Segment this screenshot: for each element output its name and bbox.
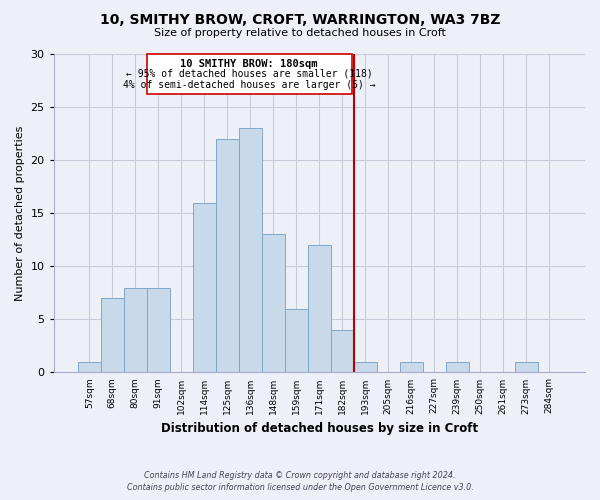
- FancyBboxPatch shape: [147, 54, 352, 94]
- Text: 10 SMITHY BROW: 180sqm: 10 SMITHY BROW: 180sqm: [181, 60, 318, 70]
- Bar: [308, 245, 331, 372]
- Bar: [239, 128, 262, 372]
- Bar: [354, 362, 377, 372]
- Bar: [101, 298, 124, 372]
- Bar: [331, 330, 354, 372]
- Bar: [78, 362, 101, 372]
- Bar: [193, 202, 216, 372]
- Text: Size of property relative to detached houses in Croft: Size of property relative to detached ho…: [154, 28, 446, 38]
- Text: 4% of semi-detached houses are larger (5) →: 4% of semi-detached houses are larger (5…: [123, 80, 376, 90]
- Y-axis label: Number of detached properties: Number of detached properties: [15, 126, 25, 301]
- Bar: [446, 362, 469, 372]
- X-axis label: Distribution of detached houses by size in Croft: Distribution of detached houses by size …: [161, 422, 478, 435]
- Bar: [147, 288, 170, 372]
- Bar: [515, 362, 538, 372]
- Bar: [124, 288, 147, 372]
- Bar: [262, 234, 285, 372]
- Text: Contains HM Land Registry data © Crown copyright and database right 2024.
Contai: Contains HM Land Registry data © Crown c…: [127, 471, 473, 492]
- Text: ← 95% of detached houses are smaller (118): ← 95% of detached houses are smaller (11…: [126, 68, 373, 78]
- Bar: [400, 362, 423, 372]
- Bar: [216, 139, 239, 372]
- Bar: [285, 308, 308, 372]
- Text: 10, SMITHY BROW, CROFT, WARRINGTON, WA3 7BZ: 10, SMITHY BROW, CROFT, WARRINGTON, WA3 …: [100, 12, 500, 26]
